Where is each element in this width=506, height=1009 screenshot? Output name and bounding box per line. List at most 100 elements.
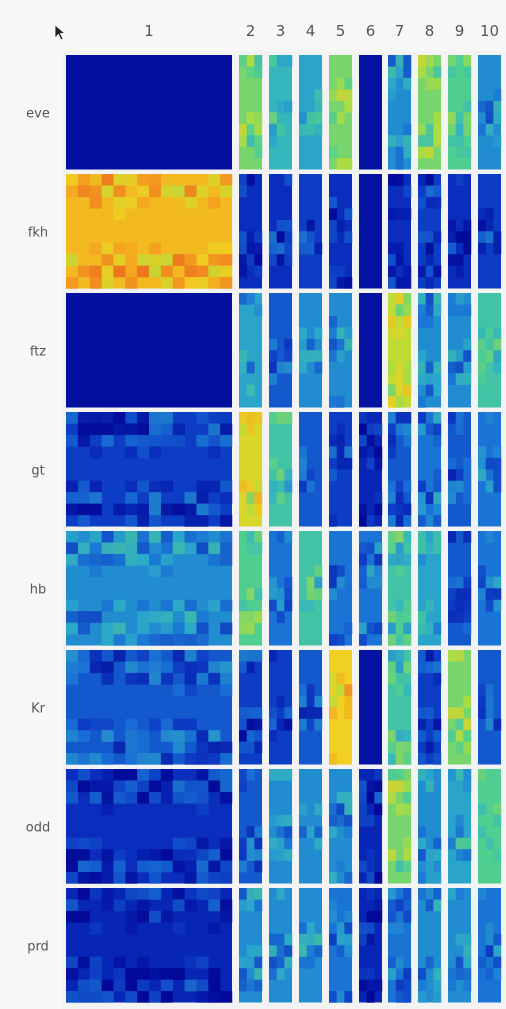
heatmap-cell-hb-7 [388, 531, 412, 646]
heatmap-cell-odd-1 [66, 769, 233, 884]
heatmap-cell-Kr-2 [239, 650, 263, 765]
column-label-5: 5 [336, 22, 346, 40]
column-label-9: 9 [455, 22, 465, 40]
heatmap-cell-ftz-6 [359, 293, 382, 408]
heatmap-cell-odd-4 [299, 769, 323, 884]
heatmap-cell-eve-4 [299, 55, 323, 170]
row-label-hb: hb [30, 582, 47, 597]
heatmap-cell-prd-3 [269, 888, 293, 1003]
row-label-gt: gt [31, 463, 44, 478]
heatmap-cell-prd-2 [239, 888, 263, 1003]
heatmap-cell-odd-6 [359, 769, 383, 884]
heatmap-cell-odd-8 [418, 769, 442, 884]
heatmap-cell-prd-6 [359, 888, 383, 1003]
heatmap-cell-ftz-2 [239, 293, 263, 408]
row-label-fkh: fkh [28, 225, 48, 240]
heatmap-cell-fkh-2 [239, 174, 263, 289]
heatmap-cell-fkh-10 [478, 174, 502, 289]
heatmap-cell-eve-2 [239, 55, 263, 170]
heatmap-cell-Kr-10 [478, 650, 502, 765]
heatmap-cell-gt-1 [66, 412, 233, 527]
heatmap-cell-ftz-5 [329, 293, 353, 408]
row-label-Kr: Kr [31, 701, 46, 716]
heatmap-cell-gt-5 [329, 412, 353, 527]
heatmap-cell-gt-6 [359, 412, 383, 527]
heatmap-cell-Kr-3 [269, 650, 293, 765]
heatmap-cell-odd-2 [239, 769, 263, 884]
heatmap-cell-eve-8 [418, 55, 442, 170]
heatmap-cell-fkh-1 [66, 174, 233, 289]
heatmap-cell-fkh-7 [388, 174, 412, 289]
heatmap-cell-hb-1 [66, 531, 233, 646]
column-label-8: 8 [425, 22, 435, 40]
heatmap-cell-fkh-5 [329, 174, 353, 289]
column-label-1: 1 [144, 22, 154, 40]
heatmap-cell-eve-7 [388, 55, 412, 170]
heatmap-cell-prd-8 [418, 888, 442, 1003]
heatmap-cell-hb-9 [448, 531, 472, 646]
heatmap-cell-prd-9 [448, 888, 472, 1003]
column-label-7: 7 [395, 22, 405, 40]
heatmap-cell-eve-10 [478, 55, 502, 170]
heatmap-cell-odd-10 [478, 769, 502, 884]
heatmap-cell-gt-9 [448, 412, 472, 527]
heatmap-cell-hb-2 [239, 531, 263, 646]
heatmap-cell-Kr-1 [66, 650, 233, 765]
heatmap-cell-ftz-8 [418, 293, 442, 408]
heatmap-cell-eve-5 [329, 55, 353, 170]
row-label-prd: prd [27, 939, 49, 954]
heatmap-cell-fkh-4 [299, 174, 323, 289]
heatmap-cell-ftz-9 [448, 293, 472, 408]
heatmap-cell-eve-6 [359, 55, 382, 170]
heatmap-cell-ftz-4 [299, 293, 323, 408]
heatmap-cell-ftz-10 [478, 293, 502, 408]
heatmap-cell-gt-2 [239, 412, 263, 527]
heatmap-cell-gt-10 [478, 412, 502, 527]
row-label-odd: odd [26, 820, 50, 835]
row-label-eve: eve [26, 106, 50, 121]
mouse-pointer-icon [54, 24, 67, 41]
heatmap-cell-ftz-3 [269, 293, 293, 408]
heatmap-cell-odd-7 [388, 769, 412, 884]
heatmap-cell-Kr-6 [359, 650, 382, 765]
heatmap-cell-eve-3 [269, 55, 293, 170]
heatmap-cell-fkh-3 [269, 174, 293, 289]
heatmap-cell-prd-5 [329, 888, 353, 1003]
heatmap-cell-Kr-7 [388, 650, 412, 765]
heatmap-cell-fkh-6 [359, 174, 382, 289]
heatmap-cell-hb-10 [478, 531, 502, 646]
heatmap-cell-eve-9 [448, 55, 472, 170]
column-label-6: 6 [366, 22, 376, 40]
heatmap-cell-fkh-8 [418, 174, 442, 289]
heatmap-cell-hb-6 [359, 531, 383, 646]
heatmap-cell-odd-5 [329, 769, 353, 884]
column-label-3: 3 [276, 22, 286, 40]
heatmap-cell-fkh-9 [448, 174, 472, 289]
heatmap-cell-gt-3 [269, 412, 293, 527]
heatmap-cell-prd-10 [478, 888, 502, 1003]
heatmap-cell-hb-8 [418, 531, 442, 646]
column-label-10: 10 [480, 22, 499, 40]
heatmap-cell-odd-3 [269, 769, 293, 884]
heatmap-cell-prd-7 [388, 888, 412, 1003]
heatmap-cell-gt-4 [299, 412, 322, 527]
heatmap-cell-gt-7 [388, 412, 412, 527]
heatmap-cell-Kr-4 [299, 650, 323, 765]
heatmap-cell-ftz-1 [66, 293, 232, 408]
row-label-ftz: ftz [30, 344, 46, 359]
heatmap-cell-Kr-8 [418, 650, 442, 765]
heatmap-cell-ftz-7 [388, 293, 412, 408]
column-label-2: 2 [246, 22, 256, 40]
heatmap-cell-Kr-5 [329, 650, 353, 765]
heatmap-cell-eve-1 [66, 55, 232, 170]
heatmap-cell-prd-4 [299, 888, 323, 1003]
heatmap-cell-odd-9 [448, 769, 472, 884]
heatmap-cell-gt-8 [418, 412, 442, 527]
heatmap-cell-prd-1 [66, 888, 233, 1003]
column-label-4: 4 [306, 22, 316, 40]
heatmap-cell-Kr-9 [448, 650, 472, 765]
heatmap-cell-hb-5 [329, 531, 353, 646]
heatmap-cell-hb-3 [269, 531, 293, 646]
heatmap-cell-hb-4 [299, 531, 323, 646]
